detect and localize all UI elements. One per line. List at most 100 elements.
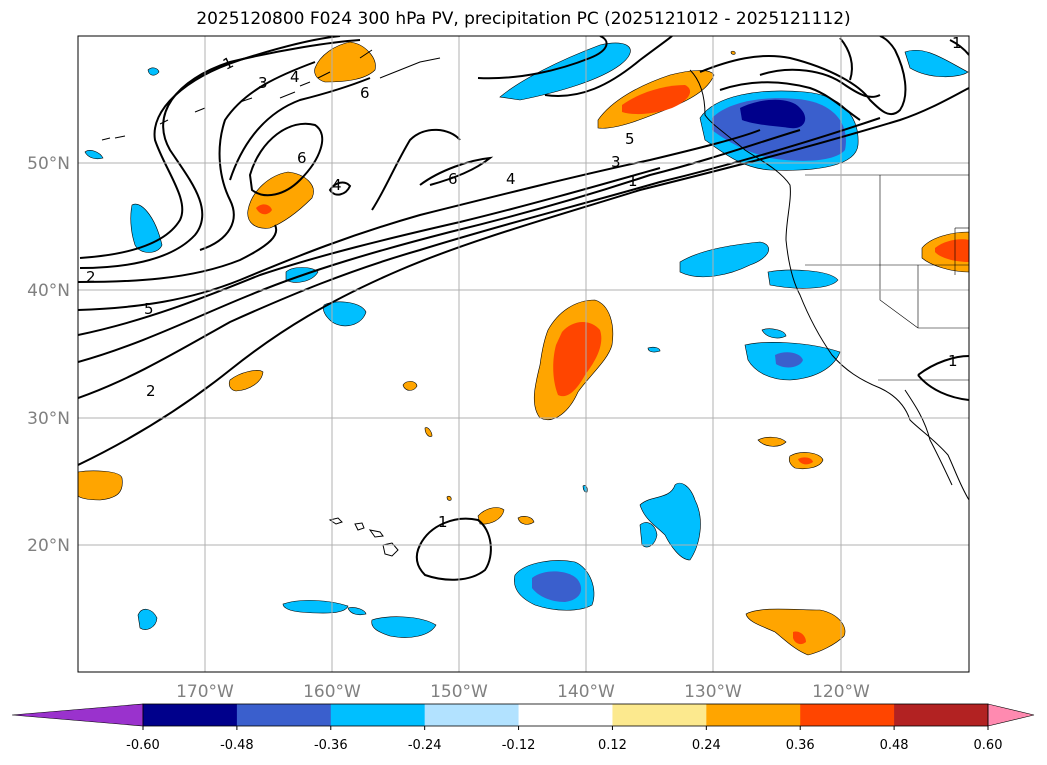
pv-contour-trough-3 bbox=[699, 36, 907, 116]
blue-area-subtropic-2 bbox=[639, 522, 658, 548]
contour-label: 5 bbox=[144, 300, 154, 318]
colorbar-segment bbox=[236, 704, 332, 726]
pv-contour-2-inner bbox=[78, 224, 278, 283]
pv-contour-ridge-1 bbox=[79, 39, 361, 269]
orange-area-small-7 bbox=[730, 50, 736, 55]
colorbar-segment bbox=[330, 704, 426, 726]
orange-area-bc-core bbox=[622, 85, 691, 115]
pv-contour-4 bbox=[78, 167, 661, 336]
blue-area-subtropic-1 bbox=[639, 482, 701, 561]
borders bbox=[805, 174, 969, 381]
pv-contour-5 bbox=[78, 129, 761, 311]
colorbar-tick-label: -0.60 bbox=[126, 738, 160, 753]
pv-contour-trough-4 bbox=[719, 81, 861, 121]
pv-contour-6-west bbox=[371, 128, 461, 211]
gridlines bbox=[78, 36, 969, 672]
orange-area-west-edge bbox=[78, 470, 123, 501]
blue-area-hawaii-3 bbox=[371, 616, 437, 638]
lon-label: 140°W bbox=[557, 682, 615, 702]
lon-label: 160°W bbox=[303, 682, 361, 702]
colorbar-segment bbox=[706, 704, 801, 726]
blue-area-small-3 bbox=[323, 301, 367, 327]
colorbar-tick-label: 0.60 bbox=[974, 738, 1003, 753]
colorbar-tick-label: 0.12 bbox=[598, 738, 627, 753]
pv-contour-6-mid bbox=[419, 156, 494, 186]
contour-label: 5 bbox=[625, 130, 635, 148]
colorbar-tick-label: 0.36 bbox=[786, 738, 815, 753]
hawaii-island-2 bbox=[354, 522, 365, 531]
colorbar-tick-label: 0.48 bbox=[880, 738, 909, 753]
coastline-baja bbox=[904, 389, 953, 486]
map-title: 2025120800 F024 300 hPa PV, precipitatio… bbox=[196, 9, 851, 29]
pv-contour-3 bbox=[78, 129, 801, 363]
orange-area-small-5 bbox=[477, 507, 505, 525]
latitude-labels: 50°N 40°N 30°N 20°N bbox=[27, 154, 70, 556]
contour-label: 3 bbox=[611, 153, 621, 171]
pv-contour-ridge-2 bbox=[79, 36, 341, 259]
orange-area-baja-2-core bbox=[798, 457, 813, 465]
lat-label: 30°N bbox=[27, 409, 70, 429]
contour-label: 4 bbox=[506, 170, 516, 188]
map-frame bbox=[77, 35, 970, 673]
contour-label: 1 bbox=[948, 352, 958, 370]
pv-contour-ridge-4 bbox=[229, 77, 371, 181]
orange-area-small-1 bbox=[228, 370, 264, 392]
lon-label: 120°W bbox=[812, 682, 870, 702]
colorbar-tick-label: 0.24 bbox=[692, 738, 721, 753]
blue-area-hawaii-2 bbox=[347, 607, 367, 616]
blue-area-small-8 bbox=[84, 150, 104, 160]
blue-area-pnw-dark bbox=[740, 99, 806, 129]
blue-area-small-6 bbox=[137, 609, 158, 630]
lon-label: 170°W bbox=[176, 682, 234, 702]
contour-label: 1 bbox=[438, 513, 448, 531]
lat-label: 50°N bbox=[27, 154, 70, 174]
colorbar: -0.60 -0.48 -0.36 -0.24 -0.12 0.12 0.24 0.36 0.4… bbox=[11, 703, 1035, 753]
colorbar-extend-right bbox=[987, 703, 1035, 727]
pv-contour-1-ne bbox=[949, 39, 969, 56]
contour-label: 4 bbox=[332, 176, 342, 194]
contour-label: 1 bbox=[628, 172, 638, 190]
contour-labels: 1 3 4 6 6 4 6 4 5 3 1 2 5 2 1 1 1 bbox=[86, 36, 962, 531]
precip-negative-areas bbox=[84, 42, 969, 638]
longitude-labels: 170°W 160°W 150°W 140°W 130°W 120°W bbox=[176, 682, 870, 702]
pv-contour-trough-6 bbox=[839, 37, 853, 81]
colorbar-tick-label: -0.12 bbox=[502, 738, 536, 753]
contour-label: 6 bbox=[297, 149, 307, 167]
blue-area-small-1 bbox=[130, 203, 163, 253]
blue-area-small-7 bbox=[147, 67, 160, 76]
contour-label: 2 bbox=[146, 382, 156, 400]
hawaii-island-3 bbox=[368, 529, 384, 538]
blue-area-offshore-ca bbox=[679, 241, 769, 278]
alaska-coast bbox=[359, 49, 441, 79]
lon-label: 130°W bbox=[684, 682, 742, 702]
contour-label: 6 bbox=[360, 84, 370, 102]
orange-area-central-core bbox=[553, 321, 602, 397]
lat-label: 40°N bbox=[27, 281, 70, 301]
orange-area-nw-core bbox=[256, 204, 272, 215]
blue-area-aleutian-east bbox=[904, 50, 969, 78]
hawaii-island-4 bbox=[382, 542, 399, 557]
orange-area-mexico-core bbox=[793, 631, 806, 645]
lat-label: 20°N bbox=[27, 536, 70, 556]
colorbar-segment bbox=[800, 704, 895, 726]
colorbar-tick-label: -0.24 bbox=[408, 738, 442, 753]
blue-area-socal-mid bbox=[775, 352, 803, 368]
contour-label: 3 bbox=[258, 74, 268, 92]
colorbar-segment bbox=[518, 704, 613, 726]
blue-area-small-5 bbox=[647, 346, 661, 353]
orange-area-baja-1 bbox=[757, 436, 787, 447]
colorbar-segment bbox=[612, 704, 707, 726]
blue-area-gulf-alaska bbox=[499, 42, 631, 101]
hawaii-island-1 bbox=[328, 517, 343, 525]
pv-contour-6-loop bbox=[248, 122, 324, 197]
contour-label: 2 bbox=[86, 268, 96, 286]
colorbar-segment bbox=[424, 704, 520, 726]
pv-contour-trough-2 bbox=[544, 36, 673, 97]
colorbar-segment bbox=[143, 704, 238, 726]
colorbar-extend-left bbox=[11, 703, 144, 727]
blue-area-hawaii-east-mid bbox=[532, 571, 582, 602]
pv-contour-trough-5 bbox=[759, 68, 881, 98]
orange-area-small-2 bbox=[402, 381, 418, 391]
pv-contour-ridge-3 bbox=[199, 61, 316, 251]
